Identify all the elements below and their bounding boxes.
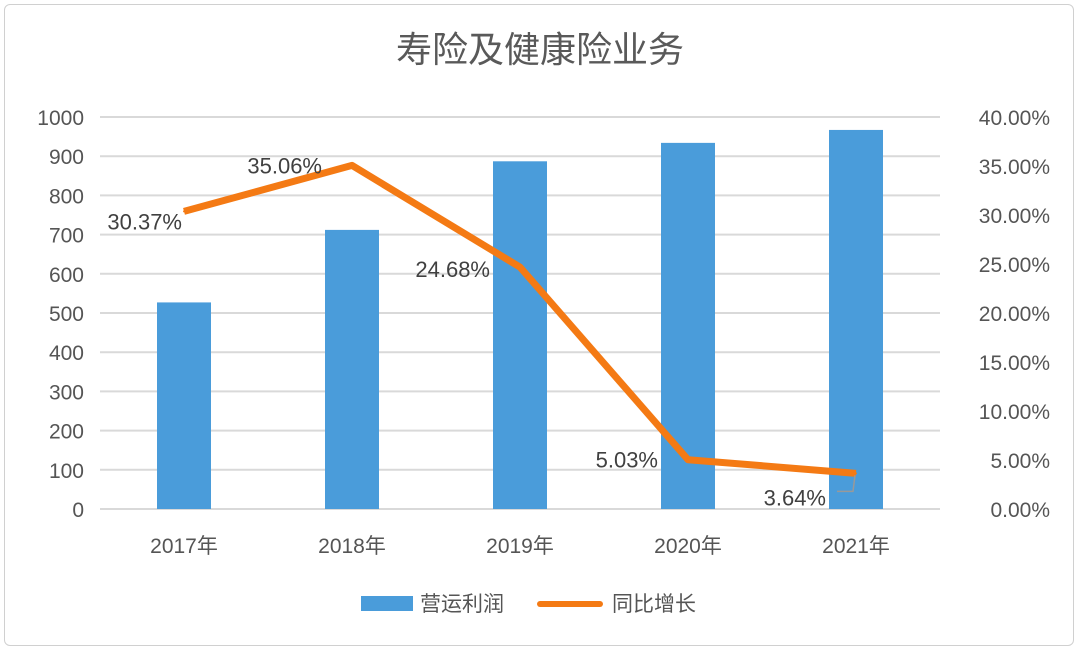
bar-2019年 (493, 161, 547, 509)
bar-2021年 (829, 129, 883, 509)
line-point (855, 472, 857, 475)
chart-frame (4, 4, 1074, 646)
left-tick-label: 900 (49, 146, 84, 169)
left-axis-ticks: 0 100 200 300 400 500 600 700 800 900 1000 (37, 107, 84, 522)
line-point (351, 164, 353, 167)
left-tick-label: 400 (49, 342, 84, 365)
x-axis-ticks: 2017年 2018年 2019年 2020年 2021年 (150, 535, 890, 558)
right-tick-label: 35.00% (979, 156, 1050, 179)
x-tick-label: 2021年 (822, 535, 890, 558)
left-tick-label: 600 (49, 264, 84, 287)
legend-label-bar: 营运利润 (420, 592, 504, 616)
left-tick-label: 500 (49, 303, 84, 326)
data-label: 3.64% (764, 485, 826, 510)
x-tick-label: 2017年 (150, 535, 218, 558)
left-tick-label: 0 (72, 499, 84, 522)
right-tick-label: 40.00% (979, 107, 1050, 130)
left-tick-label: 100 (49, 460, 84, 483)
right-tick-label: 20.00% (979, 303, 1050, 326)
bar-2018年 (325, 229, 379, 509)
chart-title: 寿险及健康险业务 (396, 30, 684, 71)
data-label: 5.03% (596, 448, 658, 473)
x-tick-label: 2019年 (486, 535, 554, 558)
left-tick-label: 800 (49, 185, 84, 208)
line-point (183, 210, 185, 213)
legend: 营运利润 同比增长 (361, 592, 696, 616)
line-point (519, 266, 521, 269)
legend-label-line: 同比增长 (612, 592, 696, 616)
data-label: 24.68% (415, 257, 490, 282)
right-tick-label: 0.00% (990, 499, 1050, 522)
left-tick-label: 1000 (37, 107, 84, 130)
left-tick-label: 700 (49, 225, 84, 248)
label-leader-line (837, 475, 856, 493)
line-point (687, 458, 689, 461)
right-tick-label: 5.00% (990, 450, 1050, 473)
bar-2020年 (661, 142, 715, 509)
data-label: 30.37% (107, 209, 182, 234)
right-tick-label: 25.00% (979, 254, 1050, 277)
right-axis-ticks: 0.00% 5.00% 10.00% 15.00% 20.00% 25.00% 30.00%… (979, 107, 1050, 522)
x-tick-label: 2020年 (654, 535, 722, 558)
right-tick-label: 10.00% (979, 401, 1050, 424)
bar-2017年 (157, 302, 211, 509)
right-tick-label: 30.00% (979, 205, 1050, 228)
bar-series (157, 129, 883, 509)
left-tick-label: 300 (49, 381, 84, 404)
right-tick-label: 15.00% (979, 352, 1050, 375)
legend-swatch-bar (361, 596, 413, 611)
data-label: 35.06% (247, 153, 322, 178)
x-tick-label: 2018年 (318, 535, 386, 558)
line-series: 30.37% 35.06% 24.68% 5.03% 3.64% (107, 153, 857, 510)
left-tick-label: 200 (49, 421, 84, 444)
